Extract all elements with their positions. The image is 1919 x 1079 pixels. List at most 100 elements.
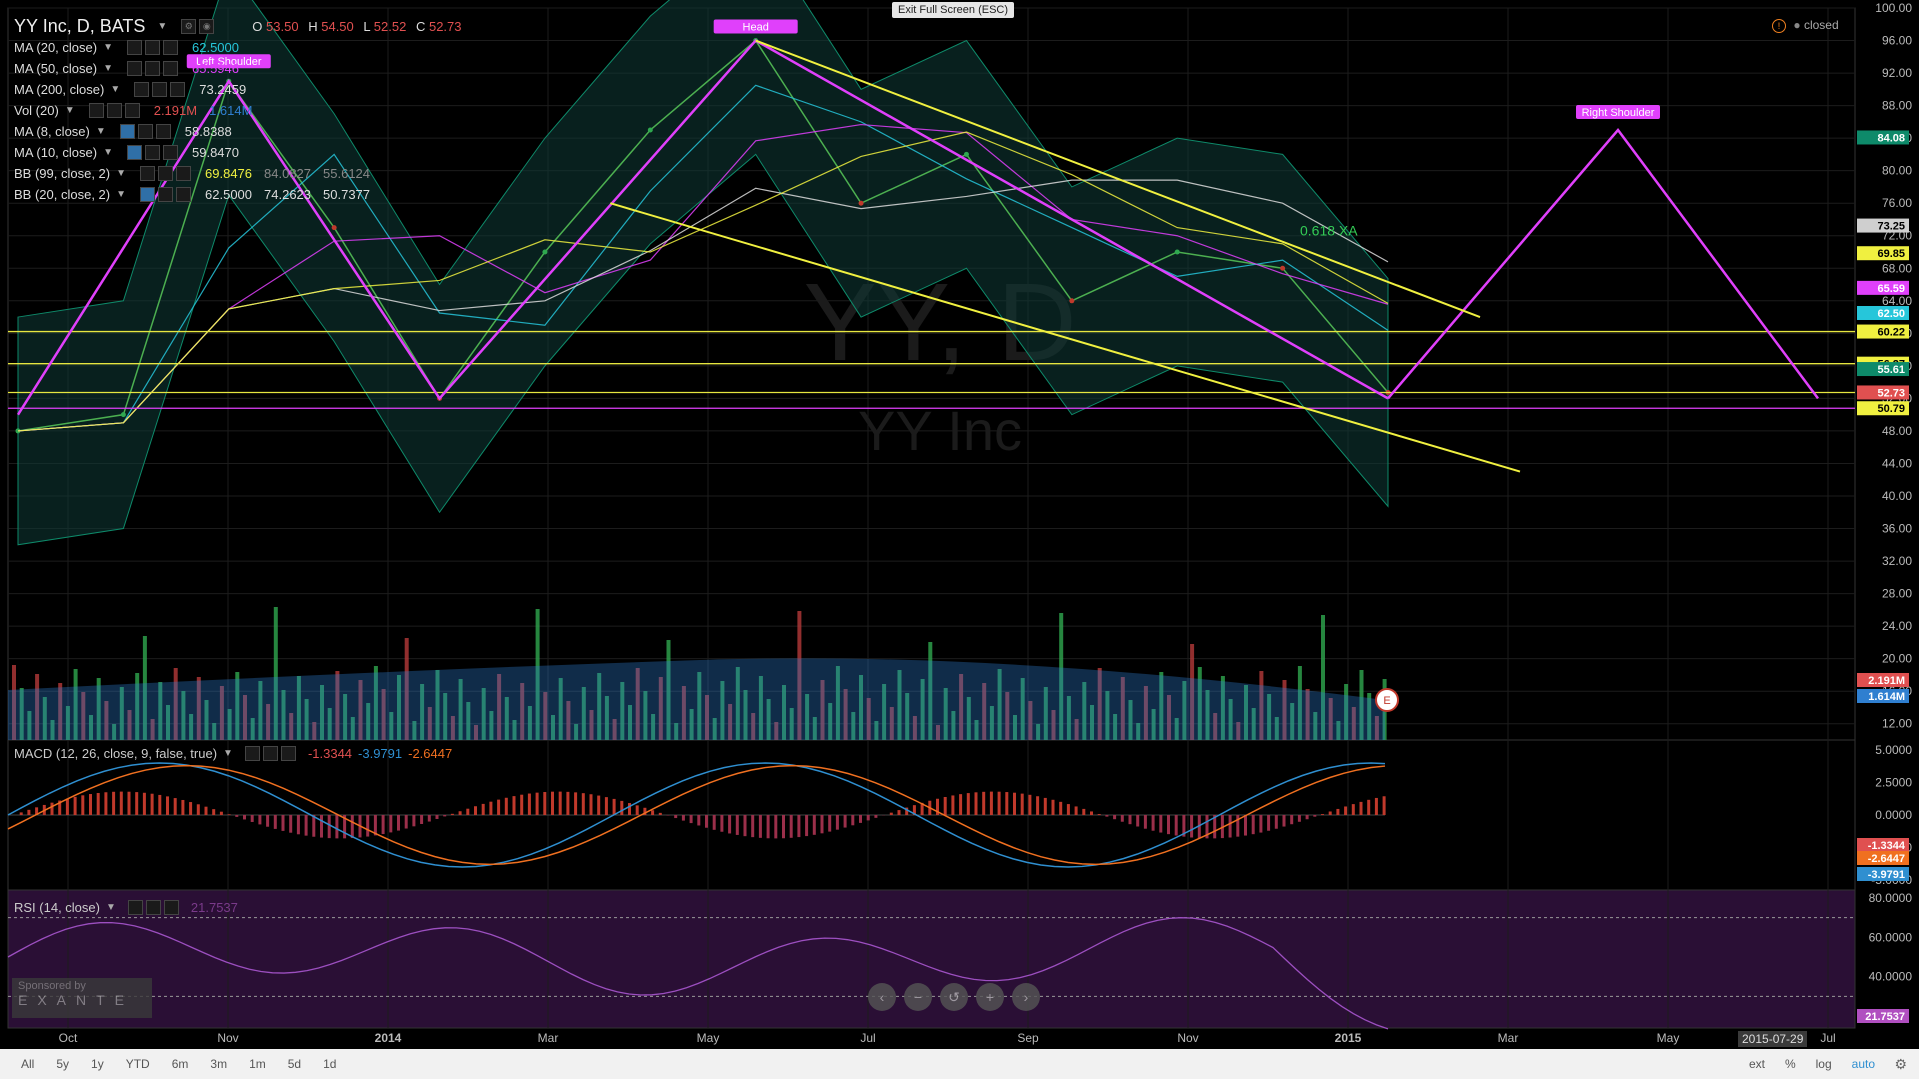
eye-icon[interactable] xyxy=(119,124,135,139)
low-label: L xyxy=(363,19,371,34)
symbol-title[interactable]: YY Inc, D, BATS xyxy=(14,16,146,36)
macd-histogram-bar xyxy=(96,793,100,815)
settings-icon[interactable] xyxy=(106,103,122,118)
settings-icon[interactable] xyxy=(152,82,168,97)
chevron-down-icon[interactable]: ▼ xyxy=(110,84,121,95)
price-tick-label: 88.00 xyxy=(1882,99,1912,113)
settings-icon[interactable] xyxy=(145,900,161,915)
close-icon[interactable] xyxy=(163,61,178,76)
chevron-down-icon[interactable]: ▼ xyxy=(105,902,116,913)
eye-icon[interactable] xyxy=(127,61,142,76)
volume-bar xyxy=(212,723,217,740)
settings-icon[interactable] xyxy=(158,187,174,202)
macd-histogram-bar xyxy=(1328,811,1332,815)
indicator-name[interactable]: MA (200, close) xyxy=(14,82,105,97)
timeframe-1m[interactable]: 1m xyxy=(249,1057,266,1071)
volume-bar xyxy=(689,709,694,740)
indicator-name[interactable]: BB (20, close, 2) xyxy=(14,187,111,202)
chevron-down-icon[interactable]: ▼ xyxy=(95,126,106,137)
timeframe-5d[interactable]: 5d xyxy=(287,1057,302,1071)
indicator-name[interactable]: BB (99, close, 2) xyxy=(14,166,111,181)
scroll-right-icon[interactable]: › xyxy=(1012,983,1040,1011)
eye-icon[interactable] xyxy=(88,103,104,118)
close-icon[interactable] xyxy=(176,166,192,181)
eye-icon[interactable] xyxy=(140,187,156,202)
zoom-in-icon[interactable]: + xyxy=(976,983,1004,1011)
volume-bar xyxy=(450,716,455,740)
macd-histogram-bar xyxy=(920,802,924,815)
close-icon[interactable] xyxy=(124,103,140,118)
eye-icon[interactable] xyxy=(134,82,150,97)
macd-histogram-bar xyxy=(1090,811,1093,815)
volume-bar xyxy=(859,675,863,740)
macd-histogram-bar xyxy=(897,810,901,815)
volume-bar xyxy=(1305,689,1310,740)
reset-icon[interactable]: ↺ xyxy=(940,983,968,1011)
indicator-name[interactable]: Vol (20) xyxy=(14,103,59,118)
option-percent[interactable]: % xyxy=(1784,1057,1796,1071)
macd-title[interactable]: MACD (12, 26, close, 9, false, true) xyxy=(14,746,218,761)
option-ext[interactable]: ext xyxy=(1748,1057,1765,1071)
close-icon[interactable] xyxy=(170,82,186,97)
close-icon[interactable] xyxy=(163,145,178,160)
price-badge xyxy=(1857,362,1909,377)
option-log[interactable]: log xyxy=(1815,1057,1832,1071)
macd-histogram-bar xyxy=(266,815,270,827)
chevron-down-icon[interactable]: ▼ xyxy=(223,748,233,759)
price-chart[interactable]: 100.0096.0092.0088.0084.0080.0076.0072.0… xyxy=(0,0,1919,1049)
scroll-left-icon[interactable]: ‹ xyxy=(868,983,896,1011)
zoom-out-icon[interactable]: − xyxy=(904,983,932,1011)
chevron-down-icon[interactable]: ▼ xyxy=(116,168,127,179)
settings-icon[interactable] xyxy=(145,145,160,160)
settings-icon[interactable] xyxy=(137,124,153,139)
close-icon[interactable] xyxy=(163,40,178,55)
chevron-down-icon[interactable]: ▼ xyxy=(64,105,75,116)
eye-icon[interactable] xyxy=(127,145,142,160)
exit-fullscreen-button[interactable]: Exit Full Screen (ESC) xyxy=(892,2,1015,18)
chevron-down-icon[interactable]: ▼ xyxy=(157,21,168,32)
macd-histogram-bar xyxy=(497,799,501,815)
indicator-name[interactable]: MA (50, close) xyxy=(14,61,98,76)
timeframe-5y[interactable]: 5y xyxy=(56,1057,70,1071)
eye-icon[interactable] xyxy=(127,40,142,55)
bottom-toolbar: All 5y 1y YTD 6m 3m 1m 5d 1d ext% log auto ⚙ xyxy=(0,1049,1919,1079)
settings-icon[interactable] xyxy=(158,166,174,181)
chevron-down-icon[interactable]: ▼ xyxy=(103,147,113,158)
eye-icon[interactable]: ◉ xyxy=(199,19,215,34)
volume-bar xyxy=(905,693,910,740)
rsi-title[interactable]: RSI (14, close) xyxy=(14,900,100,915)
chevron-down-icon[interactable]: ▼ xyxy=(103,42,113,53)
option-auto[interactable]: auto xyxy=(1851,1057,1875,1071)
settings-icon[interactable] xyxy=(145,61,160,76)
close-icon[interactable] xyxy=(176,187,192,202)
macd-histogram-bar xyxy=(389,815,393,833)
settings-icon[interactable] xyxy=(262,746,278,761)
volume-bar xyxy=(304,699,309,740)
gear-icon[interactable]: ⚙ xyxy=(1894,1055,1907,1072)
eye-icon[interactable] xyxy=(127,900,143,915)
right-shoulder-projection xyxy=(1387,127,1820,400)
settings-icon[interactable] xyxy=(145,40,160,55)
timeframe-ytd[interactable]: YTD xyxy=(125,1057,150,1071)
indicator-name[interactable]: MA (8, close) xyxy=(14,124,90,139)
eye-icon[interactable] xyxy=(140,166,156,181)
macd-histogram-bar xyxy=(974,792,978,815)
eye-icon[interactable] xyxy=(244,746,260,761)
sponsor-logo[interactable]: Sponsored by EXANTE xyxy=(12,978,152,1018)
close-icon[interactable] xyxy=(280,746,296,761)
close-icon[interactable] xyxy=(163,900,179,915)
x-tick-label: Nov xyxy=(217,1031,238,1045)
timeframe-1d[interactable]: 1d xyxy=(323,1057,337,1071)
timeframe-all[interactable]: All xyxy=(21,1057,35,1071)
indicator-name[interactable]: MA (20, close) xyxy=(14,40,98,55)
settings-icon[interactable]: ⚙ xyxy=(181,19,197,34)
volume-bar xyxy=(527,706,532,740)
indicator-name[interactable]: MA (10, close) xyxy=(14,145,98,160)
macd-histogram-bar xyxy=(420,815,424,824)
chevron-down-icon[interactable]: ▼ xyxy=(116,189,127,200)
timeframe-6m[interactable]: 6m xyxy=(171,1057,189,1071)
timeframe-1y[interactable]: 1y xyxy=(91,1057,104,1071)
close-icon[interactable] xyxy=(155,124,171,139)
chevron-down-icon[interactable]: ▼ xyxy=(103,63,113,74)
timeframe-3m[interactable]: 3m xyxy=(210,1057,228,1071)
